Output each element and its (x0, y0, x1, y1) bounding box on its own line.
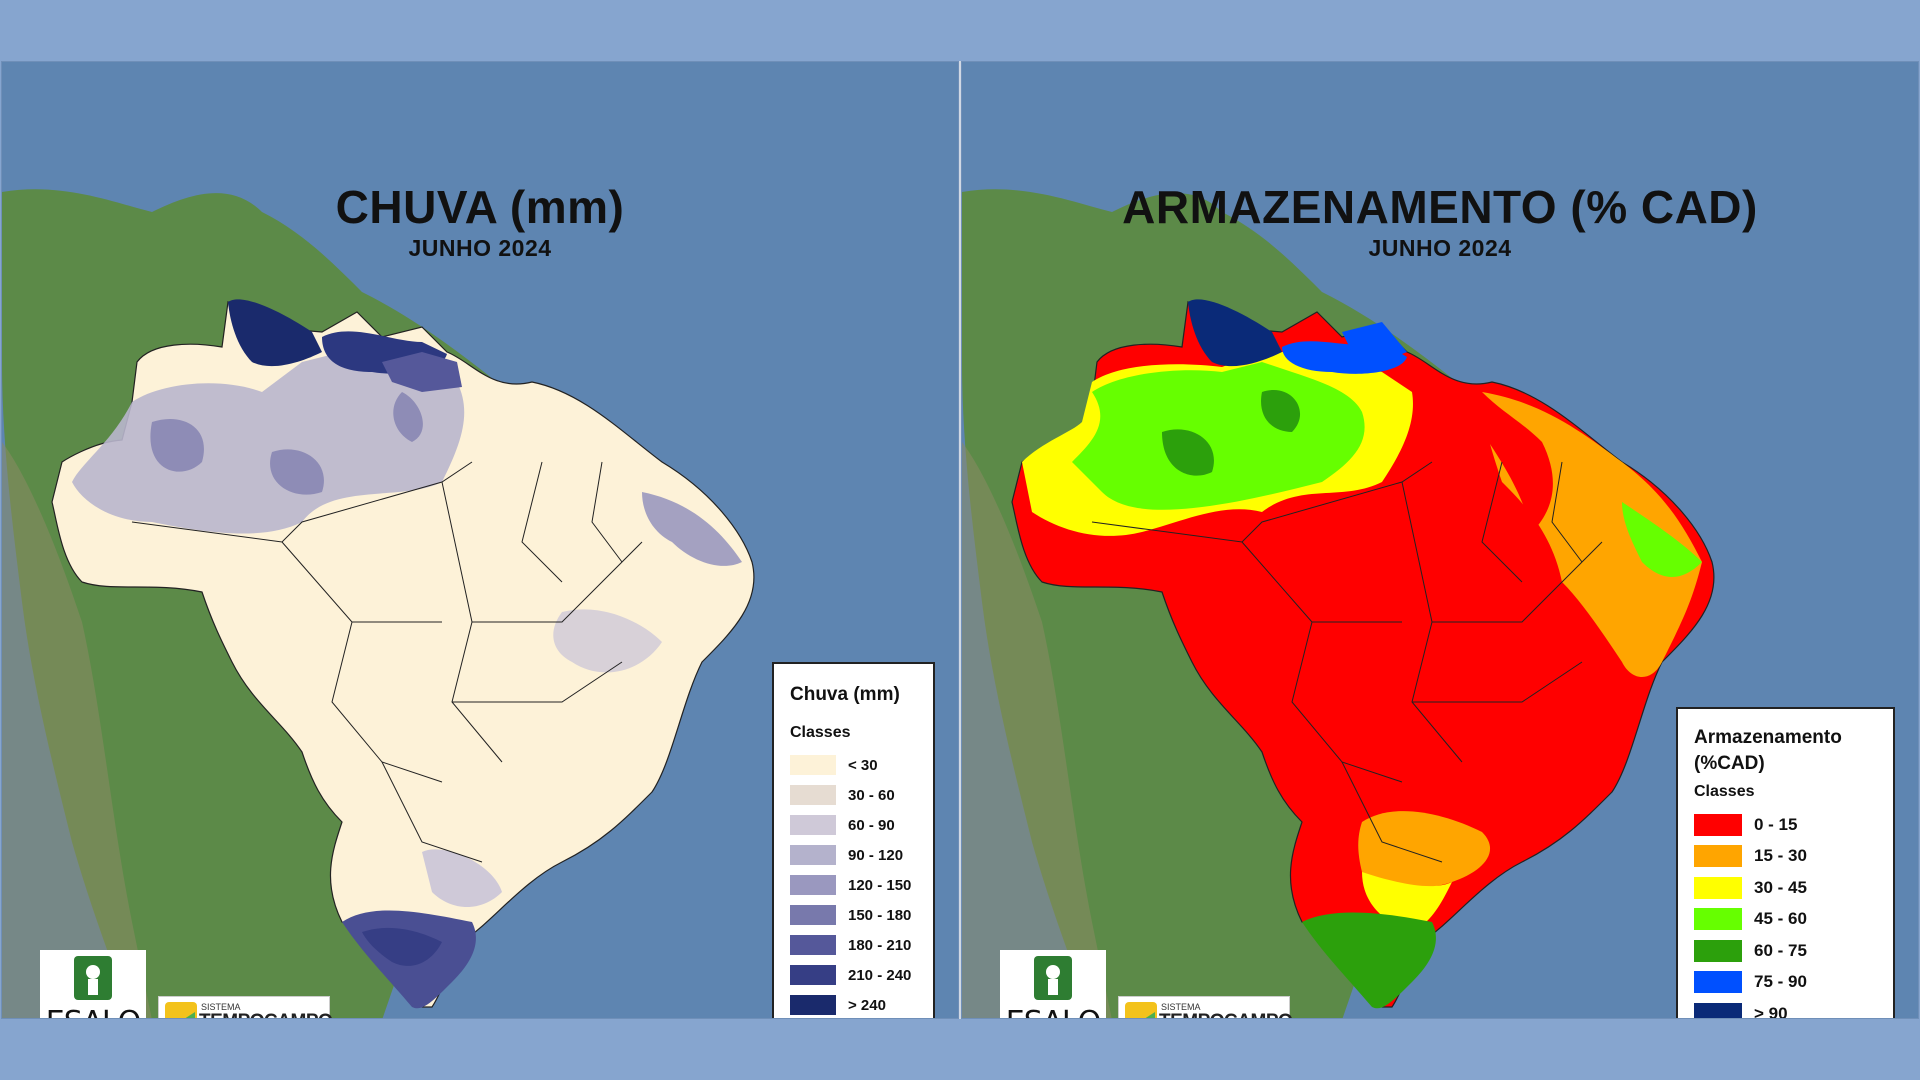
legend-swatch (790, 905, 836, 925)
legend-label: 120 - 150 (848, 876, 912, 894)
legend-label: 210 - 240 (848, 966, 912, 984)
legend-swatch (790, 965, 836, 985)
esalq-logo-text: ESALQ (1000, 1005, 1106, 1018)
legend-swatch (1694, 1002, 1742, 1018)
legend-item: 75 - 90 (1694, 967, 1877, 999)
legend-swatch (1694, 971, 1742, 994)
tempocampo-name-text: TEMPOCAMPO (1159, 1011, 1293, 1018)
legend-item: 15 - 30 (1694, 841, 1877, 873)
legend-item: 180 - 210 (790, 930, 917, 960)
storage-map-title: ARMAZENAMENTO (% CAD) (1122, 181, 1758, 233)
legend-item: 120 - 150 (790, 870, 917, 900)
storage-legend-title: Armazenamento (%CAD) (1694, 727, 1842, 774)
legend-swatch (1694, 939, 1742, 962)
legend-label: 30 - 60 (848, 786, 895, 804)
legend-item: 30 - 45 (1694, 872, 1877, 904)
legend-swatch (1694, 876, 1742, 899)
tempocampo-sun-icon (165, 1002, 197, 1018)
storage-legend: Armazenamento (%CAD) Classes 0 - 15 15 -… (1676, 707, 1895, 1019)
legend-label: 15 - 30 (1754, 846, 1807, 866)
legend-item: > 90 (1694, 998, 1877, 1019)
legend-item: 210 - 240 (790, 960, 917, 990)
esalq-logo: ESALQ (40, 950, 146, 1018)
legend-label: 75 - 90 (1754, 972, 1807, 992)
legend-item: 90 - 120 (790, 840, 917, 870)
rainfall-map-subtitle: JUNHO 2024 (408, 235, 552, 261)
rainfall-legend-classes-label: Classes (790, 724, 851, 741)
legend-label: 0 - 15 (1754, 814, 1798, 834)
legend-swatch (790, 935, 836, 955)
legend-label: 90 - 120 (848, 846, 904, 864)
esalq-crest-icon (1034, 956, 1072, 1000)
legend-label: 45 - 60 (1754, 909, 1807, 929)
legend-item: 60 - 75 (1694, 935, 1877, 967)
legend-item: < 30 (790, 750, 917, 780)
legend-label: 60 - 90 (848, 816, 895, 834)
esalq-crest-icon (74, 956, 112, 1000)
tempocampo-sistema-text: SISTEMA (201, 1002, 241, 1012)
legend-item: 60 - 90 (790, 810, 917, 840)
legend-label: 60 - 75 (1754, 940, 1807, 960)
rainfall-map-title: CHUVA (mm) (335, 181, 625, 233)
legend-label: 150 - 180 (848, 906, 912, 924)
rainfall-map-base (2, 62, 958, 1018)
legend-swatch (790, 875, 836, 895)
legend-item: 45 - 60 (1694, 904, 1877, 936)
tempocampo-sistema-text: SISTEMA (1161, 1002, 1201, 1012)
legend-label: 30 - 45 (1754, 877, 1807, 897)
tempocampo-logo: SISTEMA TEMPOCAMPO (1118, 996, 1293, 1018)
legend-label: < 30 (848, 756, 878, 774)
esalq-logo: ESALQ (1000, 950, 1106, 1018)
legend-item: 0 - 15 (1694, 809, 1877, 841)
storage-legend-classes-label: Classes (1694, 783, 1755, 800)
legend-swatch (790, 785, 836, 805)
legend-item: 30 - 60 (790, 780, 917, 810)
legend-swatch (790, 755, 836, 775)
legend-swatch (790, 845, 836, 865)
legend-item: 150 - 180 (790, 900, 917, 930)
storage-map-subtitle: JUNHO 2024 (1368, 235, 1512, 261)
panel-divider (959, 61, 961, 1019)
legend-swatch (790, 995, 836, 1015)
rainfall-map-panel: CHUVA (mm) JUNHO 2024 Chuva (mm) Classes… (1, 61, 959, 1019)
tempocampo-sun-icon (1125, 1002, 1157, 1018)
legend-label: 180 - 210 (848, 936, 912, 954)
rainfall-legend: Chuva (mm) Classes < 30 30 - 60 60 - 90 … (772, 662, 935, 1018)
esalq-logo-text: ESALQ (40, 1005, 146, 1018)
legend-swatch (1694, 845, 1742, 868)
legend-swatch (1694, 813, 1742, 836)
legend-item: > 240 (790, 990, 917, 1018)
tempocampo-logo: SISTEMA TEMPOCAMPO (158, 996, 333, 1018)
legend-swatch (1694, 908, 1742, 931)
legend-label: > 240 (848, 996, 886, 1014)
rainfall-legend-title: Chuva (mm) (790, 684, 900, 705)
tempocampo-name-text: TEMPOCAMPO (199, 1011, 333, 1018)
storage-map-panel: ARMAZENAMENTO (% CAD) JUNHO 2024 Armazen… (961, 61, 1919, 1019)
legend-swatch (790, 815, 836, 835)
legend-label: > 90 (1754, 1003, 1788, 1019)
